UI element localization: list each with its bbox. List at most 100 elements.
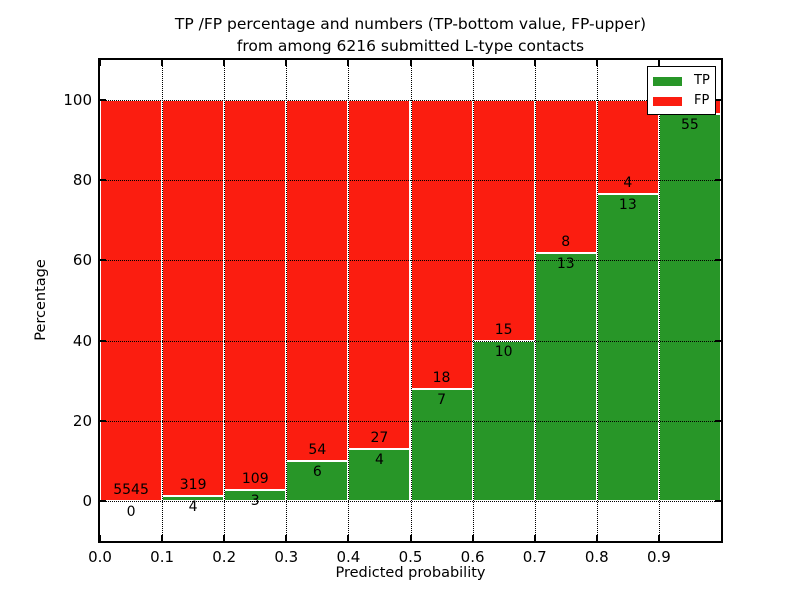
x-tick-label: 0.5 [398,548,423,566]
chart-title-line2: from among 6216 submitted L-type contact… [236,37,585,55]
y-tick-label: 40 [72,331,92,350]
bar-fp-segment [100,100,163,501]
legend-item-tp: TP [648,71,715,91]
legend: TP FP [647,66,716,115]
gridline-vertical [472,60,474,541]
fp-count-label: 319 [179,476,207,493]
x-tick-bottom [533,535,536,541]
y-tick-right [715,259,721,262]
y-tick-right [715,99,721,102]
x-tick-label: 0.3 [274,548,299,566]
x-tick-bottom [285,535,288,541]
x-tick-top [409,60,412,66]
x-tick-label: 0.2 [212,548,237,566]
x-tick-top [99,60,101,66]
fp-count-label: 109 [241,471,269,488]
gridline-vertical [224,60,226,541]
x-tick-label: 0.8 [584,548,609,566]
bar-fp-segment [472,100,535,341]
bar-fp-segment [534,100,597,253]
x-tick-bottom [99,535,101,541]
x-tick-top [657,60,660,66]
y-tick-left [100,259,106,262]
y-tick-label: 60 [72,251,92,270]
y-tick-right [715,499,721,502]
y-axis-label: Percentage [33,259,49,341]
x-tick-label: 0.1 [150,548,175,566]
x-tick-label: 0.4 [336,548,361,566]
y-tick-right [715,419,721,422]
bar-tp-segment [658,114,721,501]
gridline-vertical [410,60,412,541]
x-tick-bottom [347,535,350,541]
x-tick-bottom [223,535,226,541]
tp-swatch-icon [653,76,682,86]
x-tick-top [471,60,474,66]
x-tick-bottom [161,535,164,541]
fp-count-label: 18 [432,369,451,386]
x-tick-top [161,60,164,66]
x-tick-label: 0.0 [88,548,112,566]
tp-count-label: 55 [681,117,699,134]
bar-fp-segment [162,100,225,496]
gridline-vertical [596,60,598,541]
fp-count-label: 8 [561,233,571,250]
x-tick-bottom [409,535,412,541]
y-tick-left [100,179,106,182]
fp-count-label: 15 [494,321,513,338]
chart-title-line1: TP /FP percentage and numbers (TP-bottom… [174,15,647,33]
x-tick-label: 0.7 [522,548,547,566]
bar-tp-segment [286,460,349,501]
x-tick-top [347,60,350,66]
gridline-vertical [658,60,660,541]
y-tick-left [100,419,106,422]
tp-count-label: 7 [437,391,447,408]
tp-count-label: 4 [188,498,198,515]
y-tick-left [100,99,106,102]
tp-count-label: 0 [126,503,136,520]
tp-count-label: 10 [494,343,513,360]
y-tick-right [715,339,721,342]
bar-fp-segment [348,100,411,450]
x-tick-bottom [657,535,660,541]
legend-label: TP [694,73,710,88]
x-tick-bottom [595,535,598,541]
y-tick-right [715,179,721,182]
bar-tp-segment [596,194,659,501]
y-tick-label: 0 [82,491,92,510]
bar-fp-segment [286,100,349,461]
x-axis-label: Predicted probability [335,565,486,581]
legend-label: FP [694,93,710,108]
tp-count-label: 13 [618,197,637,214]
y-tick-left [100,499,106,502]
tp-count-label: 4 [374,452,384,469]
y-tick-label: 20 [72,411,92,430]
gridline-vertical [534,60,536,541]
gridline-vertical [348,60,350,541]
x-tick-label: 0.6 [460,548,485,566]
tp-count-label: 6 [312,463,322,480]
x-tick-top [595,60,598,66]
chart-title: TP /FP percentage and numbers (TP-bottom… [100,13,721,57]
tp-count-label: 13 [556,255,575,272]
bar-fp-segment [224,100,287,491]
x-tick-bottom [471,535,474,541]
x-tick-top [223,60,226,66]
bar-fp-segment [410,100,473,389]
fp-count-label: 4 [623,175,633,192]
x-tick-top [533,60,536,66]
y-tick-label: 80 [72,171,92,190]
y-tick-left [100,339,106,342]
fp-count-label: 54 [308,441,327,458]
bar-tp-segment [348,449,411,501]
gridline-vertical [286,60,288,541]
gridline-vertical [162,60,164,541]
fp-swatch-icon [653,96,682,106]
fp-count-label: 5545 [113,481,149,498]
y-tick-label: 100 [63,91,92,110]
x-tick-top [285,60,288,66]
x-tick-label: 0.9 [646,548,671,566]
tp-count-label: 3 [250,493,260,510]
bar-tp-segment [534,252,597,501]
